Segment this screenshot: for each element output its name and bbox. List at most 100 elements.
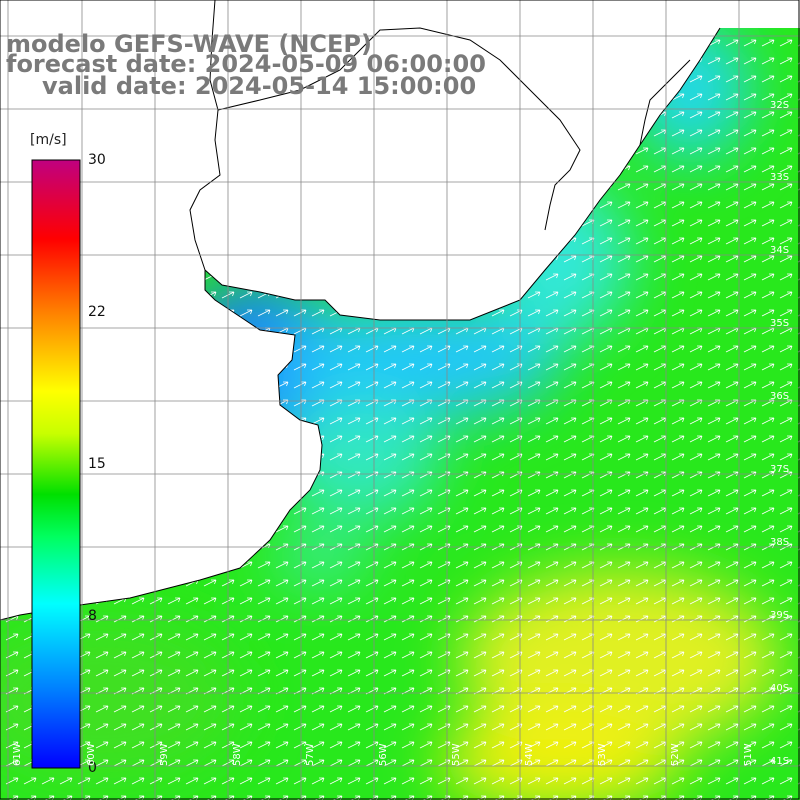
wind-arrow bbox=[617, 507, 631, 515]
wind-arrow bbox=[275, 255, 289, 263]
wind-arrow bbox=[383, 561, 397, 569]
wind-arrow bbox=[455, 219, 469, 227]
wind-arrow bbox=[545, 741, 559, 749]
wind-arrow bbox=[707, 561, 721, 569]
wind-arrow bbox=[419, 651, 433, 659]
wind-arrow bbox=[563, 525, 577, 533]
wind-arrow bbox=[491, 183, 505, 191]
wind-arrow bbox=[473, 561, 487, 569]
wind-arrow bbox=[635, 723, 649, 731]
wind-arrow bbox=[707, 273, 721, 281]
longitude-label: 52W bbox=[670, 743, 681, 766]
wind-arrow bbox=[149, 327, 163, 335]
wind-arrow bbox=[527, 129, 541, 137]
wind-arrow bbox=[761, 705, 775, 713]
wind-arrow bbox=[617, 57, 631, 65]
wind-arrow bbox=[545, 111, 559, 119]
wind-arrow bbox=[761, 453, 775, 461]
wind-arrow bbox=[473, 759, 487, 767]
wind-arrow bbox=[113, 327, 127, 335]
wind-arrow bbox=[563, 273, 577, 281]
wind-arrow bbox=[185, 327, 199, 335]
wind-arrow bbox=[239, 147, 253, 155]
wind-arrow bbox=[383, 381, 397, 389]
wind-arrow bbox=[95, 273, 109, 281]
wind-arrow bbox=[275, 435, 289, 443]
wind-arrow bbox=[401, 525, 415, 533]
wind-arrow bbox=[707, 93, 721, 101]
wind-arrow bbox=[329, 777, 343, 785]
wind-arrow bbox=[707, 75, 721, 83]
wind-arrow bbox=[347, 435, 361, 443]
wind-arrow bbox=[725, 93, 739, 101]
wind-arrow bbox=[167, 453, 181, 461]
wind-arrow bbox=[473, 597, 487, 605]
wind-arrow bbox=[329, 669, 343, 677]
wind-arrow bbox=[491, 435, 505, 443]
wind-arrow bbox=[689, 723, 703, 731]
wind-arrow bbox=[419, 183, 433, 191]
wind-arrow bbox=[365, 219, 379, 227]
wind-arrow bbox=[455, 597, 469, 605]
wind-arrow bbox=[689, 183, 703, 191]
wind-arrow bbox=[275, 309, 289, 317]
wind-arrow bbox=[473, 129, 487, 137]
wind-arrow bbox=[617, 723, 631, 731]
wind-arrow bbox=[131, 201, 145, 209]
wind-arrow bbox=[113, 129, 127, 137]
wind-arrow bbox=[761, 507, 775, 515]
wind-arrow bbox=[347, 579, 361, 587]
wind-arrow bbox=[671, 417, 685, 425]
wind-arrow bbox=[563, 363, 577, 371]
wind-arrow bbox=[599, 561, 613, 569]
wind-arrow bbox=[671, 165, 685, 173]
wind-arrow bbox=[95, 435, 109, 443]
wind-arrow bbox=[203, 471, 217, 479]
wind-arrow bbox=[635, 759, 649, 767]
wind-arrow bbox=[599, 111, 613, 119]
wind-arrow bbox=[527, 723, 541, 731]
wind-arrow bbox=[671, 741, 685, 749]
wind-arrow bbox=[599, 345, 613, 353]
wind-arrow bbox=[311, 147, 325, 155]
latitude-label: 39S bbox=[770, 610, 790, 621]
wind-arrow bbox=[347, 129, 361, 137]
wind-arrow bbox=[239, 507, 253, 515]
wind-arrow bbox=[383, 669, 397, 677]
wind-arrow bbox=[203, 705, 217, 713]
wind-arrow bbox=[257, 471, 271, 479]
wind-arrow bbox=[671, 777, 685, 785]
wind-arrow bbox=[671, 759, 685, 767]
wind-arrow bbox=[437, 507, 451, 515]
wind-arrow bbox=[437, 453, 451, 461]
wind-arrow bbox=[365, 111, 379, 119]
wind-arrow bbox=[563, 219, 577, 227]
wind-arrow bbox=[383, 165, 397, 173]
wind-arrow bbox=[761, 111, 775, 119]
longitude-label: 56W bbox=[378, 743, 389, 766]
wind-arrow bbox=[347, 201, 361, 209]
wind-arrow bbox=[761, 147, 775, 155]
wind-arrow bbox=[707, 507, 721, 515]
wind-arrow bbox=[545, 669, 559, 677]
wind-arrow bbox=[203, 201, 217, 209]
wind-arrow bbox=[635, 633, 649, 641]
wind-arrow bbox=[293, 129, 307, 137]
wind-arrow bbox=[779, 615, 793, 623]
wind-arrow bbox=[113, 435, 127, 443]
wind-arrow bbox=[545, 759, 559, 767]
wind-arrow bbox=[491, 273, 505, 281]
wind-arrow bbox=[437, 705, 451, 713]
wind-arrow bbox=[635, 291, 649, 299]
wind-arrow bbox=[707, 579, 721, 587]
wind-arrow bbox=[437, 579, 451, 587]
wind-arrow bbox=[473, 111, 487, 119]
wind-arrow bbox=[743, 759, 757, 767]
wind-arrow bbox=[527, 381, 541, 389]
wind-arrow bbox=[491, 705, 505, 713]
wind-arrow bbox=[257, 255, 271, 263]
wind-arrow bbox=[293, 147, 307, 155]
wind-arrow bbox=[203, 777, 217, 785]
wind-arrow bbox=[239, 201, 253, 209]
wind-arrow bbox=[239, 633, 253, 641]
